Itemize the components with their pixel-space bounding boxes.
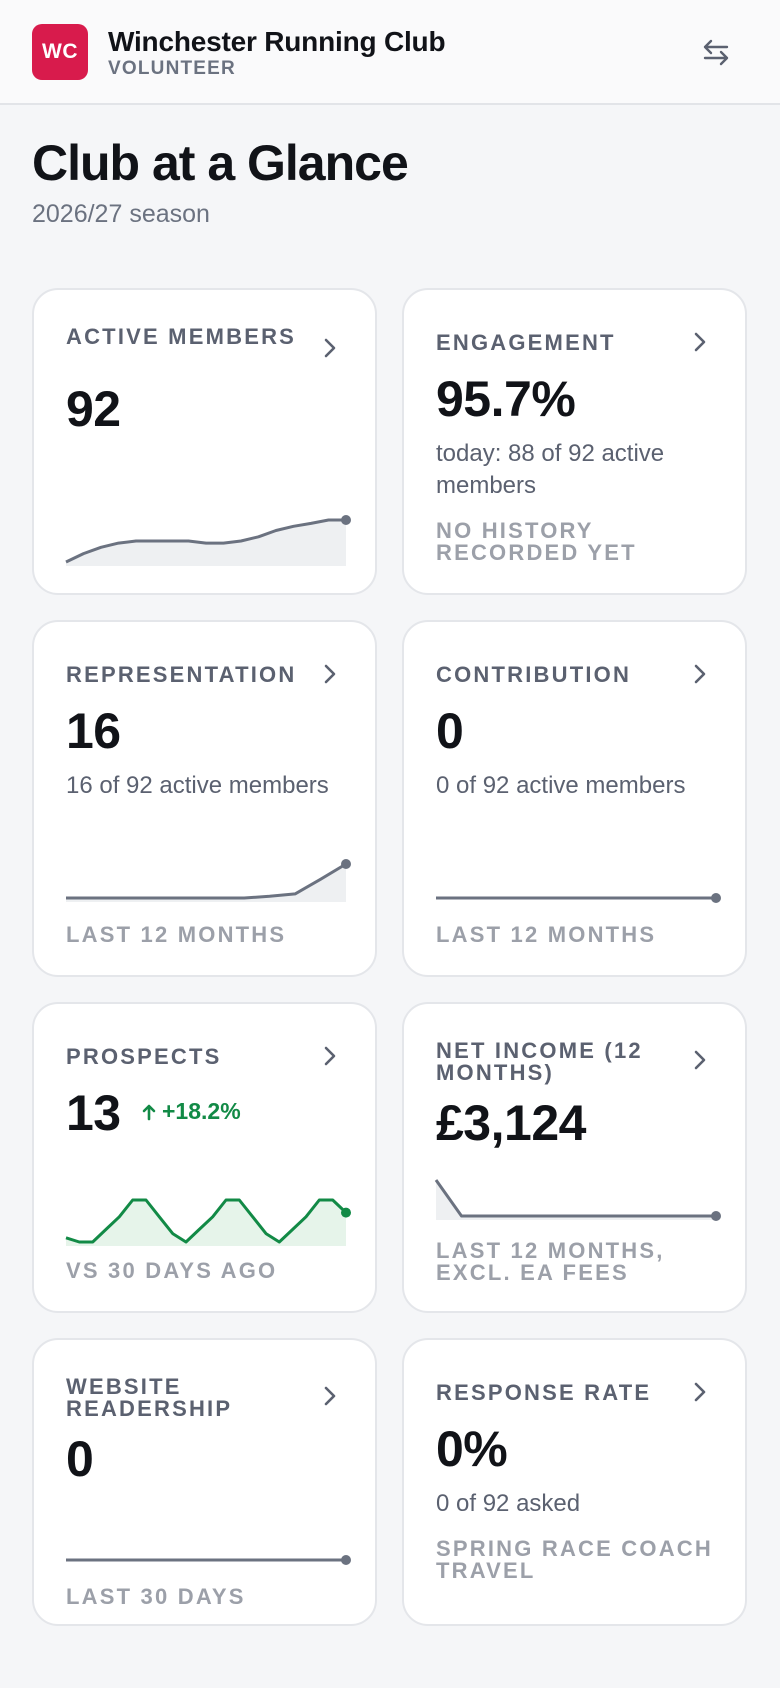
card-title: ENGAGEMENT [436,330,616,355]
top-bar: WC Winchester Running Club VOLUNTEER [0,0,780,105]
card-title: ACTIVE MEMBERS [66,324,297,349]
metric-description: 0 of 92 asked [436,1490,581,1517]
sparkline-area [436,1180,716,1220]
swap-arrows-icon [703,39,729,66]
chevron-right-icon [324,1386,336,1406]
card-active-members[interactable]: ACTIVE MEMBERS 92 [32,288,377,595]
card-title: WEBSITE READERSHIP [66,1374,233,1421]
metric-value: £3,124 [436,1095,586,1151]
sparkline [65,515,351,566]
sparkline-end-point [711,1211,721,1221]
sparkline [436,893,721,903]
sparkline-end-point [341,515,351,525]
sparkline-line [65,518,346,564]
sparkline-line [65,1198,348,1244]
metric-footer: NO HISTORY RECORDED YET [436,518,637,565]
sparkline-end-point [341,1555,351,1565]
sparkline-end-point [341,859,351,869]
metric-description: 16 of 92 active members [66,772,329,799]
card-title: NET INCOME (12 MONTHS) [436,1038,643,1085]
card-contribution[interactable]: CONTRIBUTION 0 0 of 92 active members LA… [402,620,747,977]
chevron-right-icon [694,664,706,684]
chevron-right-icon [694,332,706,352]
metric-value: 0 [66,1431,94,1487]
sparkline-end-point [341,1207,351,1218]
delta-value: +18.2% [162,1098,241,1124]
card-representation[interactable]: REPRESENTATION 16 16 of 92 active member… [32,620,377,977]
sparkline [434,1179,721,1221]
sparkline-line [66,862,347,900]
card-prospects[interactable]: PROSPECTS 13 +18.2% VS 30 DAYS AGO [32,1002,377,1313]
arrow-up-icon [142,1104,156,1120]
metric-footer: LAST 12 MONTHS [436,922,657,947]
trend-delta: +18.2% [142,1098,241,1125]
sparkline [66,859,351,902]
metric-footer: SPRING RACE COACH TRAVEL [436,1536,713,1583]
season-label: 2026/27 season [32,200,210,228]
card-website-readership[interactable]: WEBSITE READERSHIP 0 LAST 30 DAYS [32,1338,377,1626]
card-net-income[interactable]: NET INCOME (12 MONTHS) £3,124 LAST 12 MO… [402,1002,747,1313]
sparkline-area [66,864,346,902]
sparkline-area [66,1200,346,1246]
card-title: RESPONSE RATE [436,1380,652,1405]
chevron-right-icon [324,338,336,358]
switch-role-button[interactable] [694,30,738,74]
card-engagement[interactable]: ENGAGEMENT 95.7% today: 88 of 92 active … [402,288,747,595]
metric-value: 0 [436,703,464,759]
metric-footer: LAST 12 MONTHS, EXCL. EA FEES [436,1238,665,1285]
metric-value: 0% [436,1421,508,1477]
user-role: VOLUNTEER [108,58,236,79]
metric-value: 13 [66,1085,121,1141]
metric-footer: VS 30 DAYS AGO [66,1258,278,1283]
metric-description: today: 88 of 92 active members [436,440,665,499]
card-title: REPRESENTATION [66,662,297,687]
page-title: Club at a Glance [32,135,409,191]
chevron-right-icon [324,664,336,684]
metric-footer: LAST 12 MONTHS [66,922,287,947]
metric-value: 92 [66,381,121,437]
sparkline-end-point [711,893,721,903]
chevron-right-icon [324,1046,336,1066]
metric-value: 95.7% [436,371,576,427]
club-name: Winchester Running Club [108,26,446,57]
chevron-right-icon [694,1382,706,1402]
sparkline-line [434,1179,716,1218]
card-title: PROSPECTS [66,1044,222,1069]
metric-value: 16 [66,703,121,759]
club-logo: WC [32,24,88,80]
sparkline [66,1555,351,1565]
metric-description: 0 of 92 active members [436,772,686,799]
metric-footer: LAST 30 DAYS [66,1584,246,1609]
card-response-rate[interactable]: RESPONSE RATE 0% 0 of 92 asked SPRING RA… [402,1338,747,1626]
sparkline [65,1198,351,1246]
card-title: CONTRIBUTION [436,662,632,687]
chevron-right-icon [694,1050,706,1070]
